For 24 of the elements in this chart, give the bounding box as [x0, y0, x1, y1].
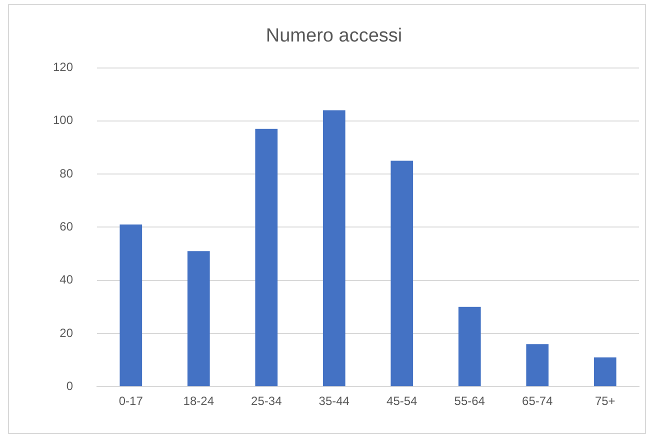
x-tick-label: 0-17: [118, 394, 144, 408]
x-tick-label: 75+: [594, 394, 616, 408]
y-tick-label: 0: [66, 378, 74, 393]
bar: [458, 306, 481, 386]
bar: [120, 224, 142, 386]
y-tick-label: 60: [60, 220, 74, 234]
y-tick-label: 40: [60, 272, 74, 287]
y-tick-label: 120: [52, 60, 74, 74]
bar: [255, 128, 278, 386]
bar: [594, 357, 616, 386]
y-tick-label: 100: [52, 113, 74, 128]
y-tick-label: 80: [60, 166, 74, 180]
x-tick-label: 35-44: [318, 394, 350, 408]
bar: [526, 344, 549, 386]
x-tick-label: 65-74: [522, 394, 554, 408]
x-tick-label: 55-64: [454, 394, 486, 408]
chart-title: Numero accessi: [266, 26, 402, 47]
bar: [187, 251, 210, 386]
x-tick-label: 18-24: [183, 394, 214, 408]
bar: [322, 110, 346, 386]
x-tick-label: 25-34: [251, 394, 282, 408]
bar: [390, 160, 414, 386]
y-tick-label: 20: [60, 326, 74, 340]
x-tick-label: 45-54: [386, 394, 418, 408]
